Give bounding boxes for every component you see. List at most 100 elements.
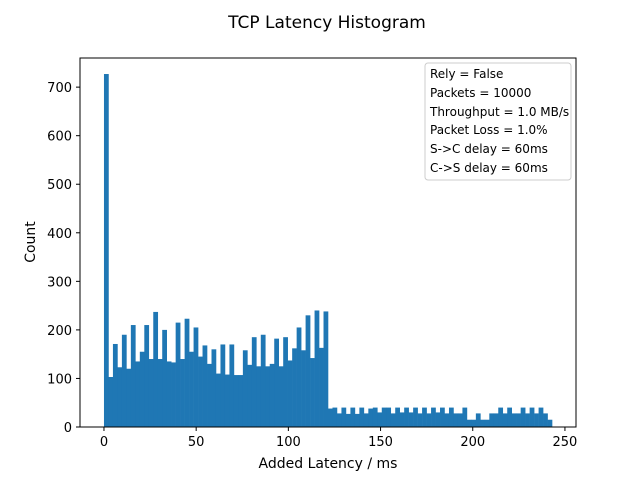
legend-line-packets: Packets = 10000	[430, 86, 531, 100]
y-tick-label: 500	[47, 178, 72, 193]
histogram-bar	[112, 343, 118, 427]
histogram-bar	[269, 363, 275, 427]
histogram-bar	[457, 413, 463, 427]
x-tick-label: 200	[460, 435, 485, 450]
histogram-bar	[448, 407, 454, 427]
histogram-bar	[498, 407, 504, 427]
histogram-bar	[233, 375, 239, 427]
histogram-bar	[408, 412, 414, 427]
histogram-bar	[135, 361, 141, 427]
histogram-bar	[547, 419, 553, 427]
histogram-bar	[422, 407, 427, 427]
histogram-bar	[336, 413, 342, 427]
histogram-bar	[543, 413, 548, 427]
y-tick-label: 100	[47, 372, 72, 387]
histogram-bar	[292, 348, 297, 427]
histogram-bar	[363, 413, 369, 427]
histogram-bar	[493, 413, 499, 427]
histogram-bar	[489, 413, 495, 427]
y-axis-label: Count	[23, 221, 39, 263]
histogram-bar	[278, 366, 284, 427]
histogram-bar	[157, 359, 163, 427]
x-tick-label: 50	[188, 435, 205, 450]
histogram-bar	[377, 412, 383, 427]
histogram-bar	[511, 413, 517, 427]
histogram-bar	[265, 366, 271, 427]
histogram-bar	[162, 329, 167, 427]
histogram-bar	[516, 413, 521, 427]
histogram-bar	[287, 360, 293, 427]
histogram-bar	[305, 315, 311, 427]
histogram-bar	[341, 407, 347, 427]
histogram-bar	[202, 345, 208, 427]
x-tick-label: 0	[100, 435, 108, 450]
histogram-bar	[139, 351, 145, 427]
histogram-bar	[314, 310, 320, 427]
bars-group	[103, 74, 553, 428]
histogram-bar	[444, 413, 450, 427]
histogram-bar	[175, 322, 181, 427]
histogram-bar	[242, 350, 248, 427]
y-tick-label: 400	[47, 227, 72, 242]
histogram-bar	[368, 408, 374, 427]
histogram-bar	[435, 412, 441, 427]
histogram-bar	[103, 74, 109, 428]
y-tick-label: 600	[47, 130, 72, 145]
x-tick-label: 150	[368, 435, 393, 450]
histogram-bar	[296, 327, 302, 427]
x-ticks: 0 50 100 150 200 250	[100, 427, 578, 450]
histogram-bar	[431, 407, 436, 427]
histogram-bar	[413, 407, 418, 427]
y-ticks: 0 100 200 300 400 500 600 700	[47, 81, 80, 436]
histogram-bar	[525, 413, 530, 427]
legend-frame	[424, 62, 572, 181]
histogram-bar	[404, 407, 409, 427]
histogram-bar	[207, 363, 212, 427]
histogram-bar	[180, 359, 185, 427]
histogram-bar	[529, 407, 535, 427]
histogram-bar	[130, 325, 136, 427]
histogram-bar	[171, 362, 176, 427]
legend-line-packet-loss: Packet Loss = 1.0%	[430, 123, 548, 137]
histogram-bar	[323, 311, 329, 427]
histogram-bar	[359, 407, 365, 427]
histogram-bar	[166, 361, 172, 427]
histogram-bar	[440, 407, 445, 427]
histogram-bar	[350, 407, 356, 427]
y-tick-label: 0	[64, 421, 72, 436]
histogram-bar	[229, 344, 235, 427]
y-tick-label: 300	[47, 275, 72, 290]
histogram-bar	[224, 374, 230, 427]
legend-line-rely: Rely = False	[430, 67, 503, 81]
histogram-bar	[310, 358, 315, 427]
histogram-bar	[238, 375, 244, 427]
histogram-bar	[198, 356, 203, 427]
x-tick-label: 100	[276, 435, 301, 450]
histogram-bar	[121, 334, 127, 427]
histogram-bar	[220, 344, 226, 427]
histogram-bar	[484, 419, 490, 427]
histogram-bar	[184, 318, 190, 427]
histogram-bar	[301, 350, 306, 427]
histogram-bar	[215, 373, 221, 427]
x-tick-label: 250	[553, 435, 578, 450]
histogram-bar	[153, 311, 159, 427]
legend-line-throughput: Throughput = 1.0 MB/s	[429, 105, 569, 119]
histogram-bar	[144, 325, 150, 427]
chart-title: TCP Latency Histogram	[227, 13, 426, 33]
histogram-bar	[247, 364, 253, 427]
histogram-bar	[381, 407, 387, 427]
histogram-bar	[399, 412, 405, 427]
histogram-bar	[283, 337, 288, 427]
histogram-bar	[193, 327, 199, 427]
y-tick-label: 200	[47, 324, 72, 339]
histogram-bar	[507, 407, 512, 427]
histogram-bar	[126, 368, 132, 427]
histogram-bar	[260, 334, 266, 427]
histogram-bar	[466, 419, 472, 427]
histogram-bar	[117, 367, 123, 427]
histogram-bar	[345, 413, 351, 427]
histogram-bar	[386, 407, 392, 427]
histogram-bar	[372, 407, 378, 427]
